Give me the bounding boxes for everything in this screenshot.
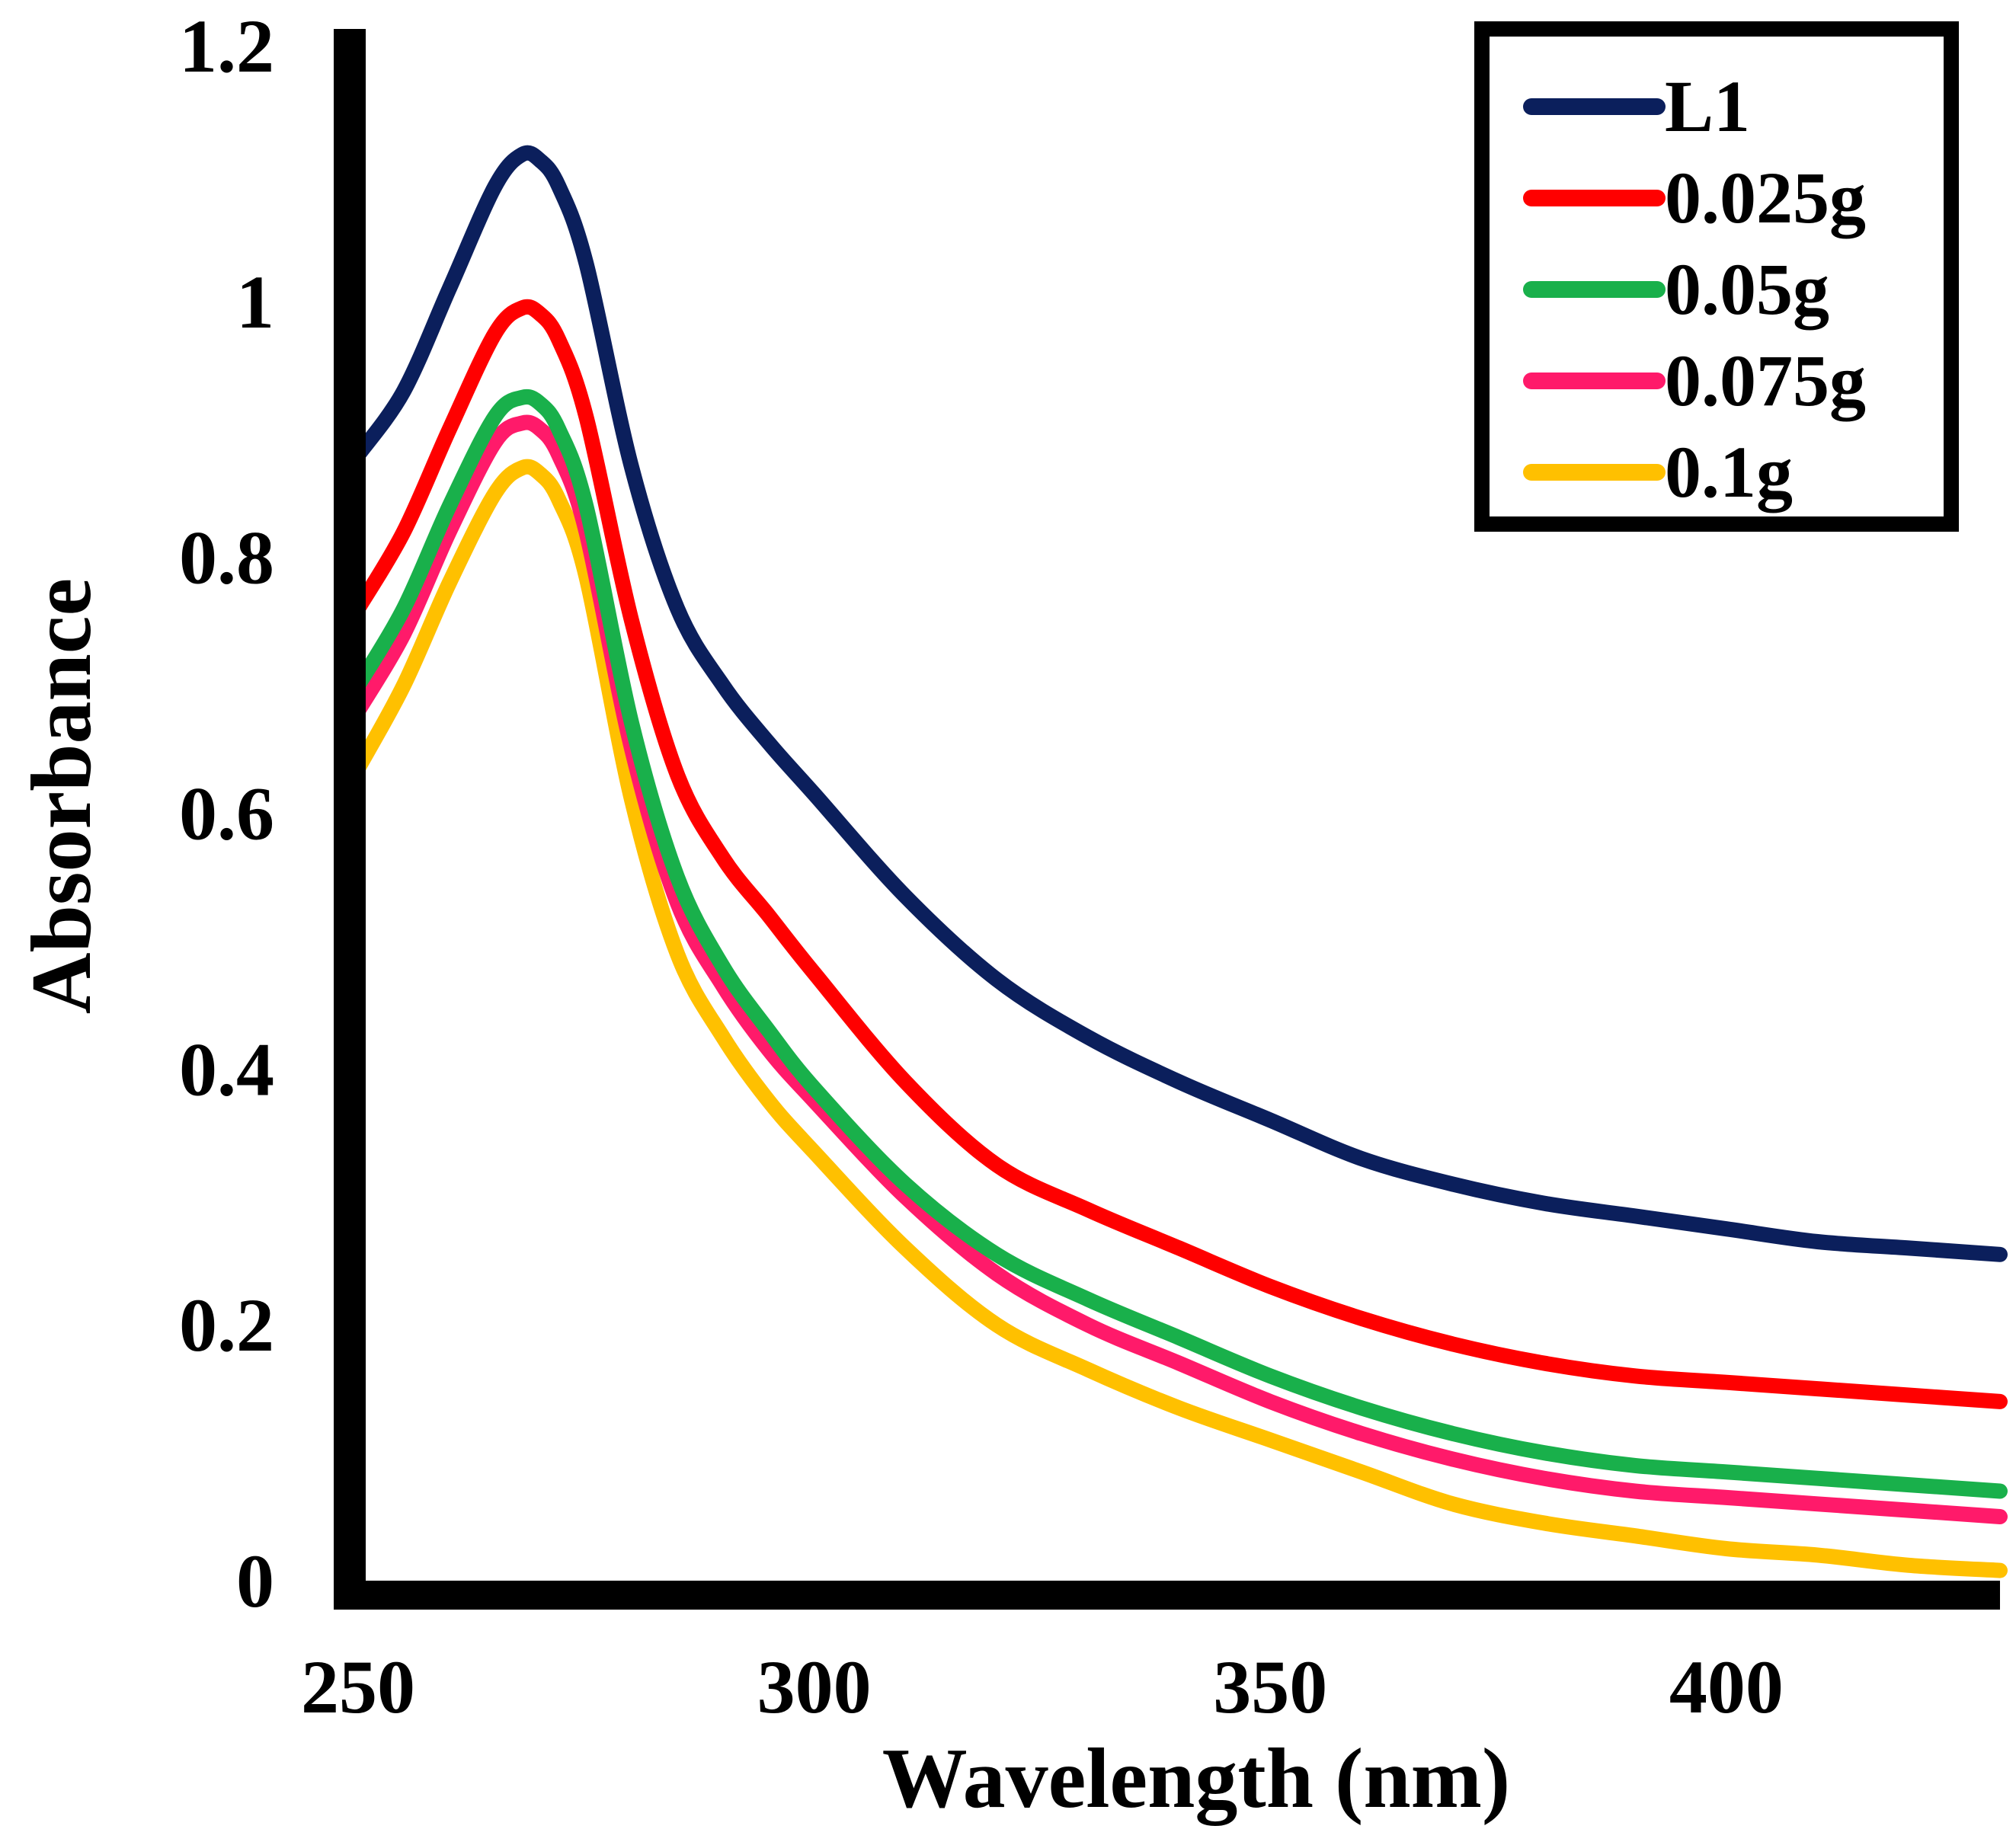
x-axis-title: Wavelength (nm) <box>882 1731 1510 1826</box>
axes <box>334 29 2000 1610</box>
series-line-0-075g <box>350 414 2008 1524</box>
legend-label: 0.05g <box>1665 248 1829 330</box>
x-axis-line <box>334 1581 2000 1610</box>
x-tick-label: 400 <box>1669 1645 1784 1729</box>
legend-label: 0.025g <box>1665 157 1866 238</box>
y-axis-line <box>334 29 366 1605</box>
y-tick-label: 0 <box>236 1539 274 1623</box>
y-tick-label: 0.6 <box>179 772 274 856</box>
y-axis-title: Absorbance <box>14 578 109 1014</box>
series-line-l1 <box>350 145 2008 1262</box>
series-line-0-05g <box>350 389 2008 1499</box>
x-tick-label: 250 <box>301 1645 415 1729</box>
series-line-0-1g <box>350 459 2008 1578</box>
y-tick-label: 0.2 <box>179 1283 274 1367</box>
y-tick-label: 0.8 <box>179 516 274 600</box>
legend-label: 0.1g <box>1665 431 1793 513</box>
y-tick-label: 1.2 <box>179 4 274 88</box>
x-tick-label: 300 <box>757 1645 872 1729</box>
y-tick-label: 1 <box>236 260 274 344</box>
x-axis-ticks: 250 300 350 400 <box>301 1645 1784 1729</box>
y-tick-label: 0.4 <box>179 1027 274 1111</box>
legend-label: 0.075g <box>1665 340 1866 421</box>
y-axis-ticks: 0 0.2 0.4 0.6 0.8 1 1.2 <box>179 4 274 1623</box>
series-line-0-025g <box>350 299 2008 1409</box>
legend: L1 0.025g 0.05g 0.075g 0.1g <box>1474 21 1959 532</box>
x-tick-label: 350 <box>1213 1645 1327 1729</box>
series-layer <box>350 145 2008 1578</box>
legend-label: L1 <box>1665 66 1750 147</box>
